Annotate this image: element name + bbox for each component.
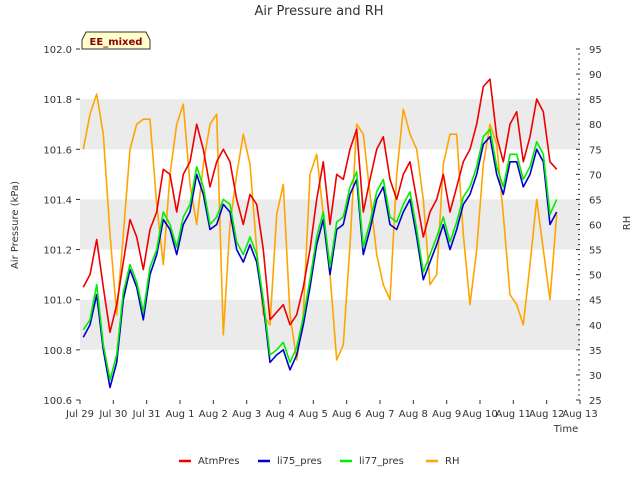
y-right-tick-label: 35 bbox=[589, 346, 602, 357]
y-right-tick-label: 80 bbox=[589, 120, 602, 131]
y-right-tick-label: 40 bbox=[589, 321, 602, 332]
x-tick-label: Aug 1 bbox=[165, 409, 194, 420]
y-right-tick-label: 85 bbox=[589, 95, 602, 106]
x-tick-label: Aug 8 bbox=[399, 409, 428, 420]
y-left-tick-label: 101.0 bbox=[43, 296, 72, 307]
x-tick-label: Jul 29 bbox=[65, 409, 94, 420]
series-line-atmpres bbox=[82, 78, 558, 334]
x-tick-label: Aug 12 bbox=[529, 409, 564, 420]
y-right-tick-label: 60 bbox=[589, 221, 602, 232]
x-tick-label: Jul 31 bbox=[132, 409, 161, 420]
x-tick-label: Aug 7 bbox=[365, 409, 394, 420]
y-axis-right: 25 30 35 40 45 50 55 60 65 70 75 80 85 90 95 bbox=[576, 45, 602, 407]
legend: AtmPres li75_pres li77_pres RH bbox=[179, 456, 459, 467]
y-right-tick-label: 55 bbox=[589, 246, 602, 257]
y-right-tick-label: 30 bbox=[589, 371, 602, 382]
y-left-tick-label: 100.8 bbox=[43, 346, 72, 357]
legend-label-atmpres: AtmPres bbox=[198, 456, 239, 467]
legend-label-li75-pres: li75_pres bbox=[277, 456, 322, 467]
y-right-tick-label: 50 bbox=[589, 271, 602, 282]
y-left-tick-label: 101.6 bbox=[43, 145, 72, 156]
x-tick-label: Aug 11 bbox=[496, 409, 531, 420]
y-left-tick-label: 101.8 bbox=[43, 95, 72, 106]
x-axis: Jul 29 Jul 30 Jul 31 Aug 1 Aug 2 Aug 3 Aug 4 Au… bbox=[65, 400, 598, 420]
y-right-tick-label: 25 bbox=[589, 396, 602, 407]
y-axis-right-label: RH bbox=[622, 216, 633, 230]
x-tick-label: Aug 9 bbox=[432, 409, 461, 420]
y-axis-left-label: Air Pressure (kPa) bbox=[10, 181, 21, 269]
x-tick-label: Aug 6 bbox=[332, 409, 361, 420]
y-left-tick-label: 102.0 bbox=[43, 45, 72, 56]
grid-band bbox=[80, 299, 580, 350]
ee-mixed-badge: EE_mixed bbox=[81, 31, 151, 50]
y-right-tick-label: 90 bbox=[589, 70, 602, 81]
y-left-tick-label: 101.2 bbox=[43, 246, 72, 257]
badge-label: EE_mixed bbox=[90, 37, 143, 48]
y-right-tick-label: 45 bbox=[589, 296, 602, 307]
grid-band bbox=[80, 99, 580, 150]
x-tick-label: Aug 5 bbox=[299, 409, 328, 420]
x-tick-label: Aug 2 bbox=[199, 409, 228, 420]
y-right-tick-label: 70 bbox=[589, 170, 602, 181]
y-right-tick-label: 65 bbox=[589, 195, 602, 206]
x-tick-label: Aug 13 bbox=[562, 409, 597, 420]
x-tick-label: Aug 3 bbox=[232, 409, 261, 420]
x-tick-label: Jul 30 bbox=[98, 409, 127, 420]
series-layer bbox=[82, 78, 558, 389]
series-line-li75-pres bbox=[82, 135, 558, 389]
series-line-li77-pres bbox=[82, 128, 558, 381]
x-tick-label: Aug 4 bbox=[265, 409, 294, 420]
x-tick-label: Aug 10 bbox=[462, 409, 497, 420]
legend-label-li77-pres: li77_pres bbox=[359, 456, 404, 467]
y-left-tick-label: 100.6 bbox=[43, 396, 72, 407]
legend-label-rh: RH bbox=[445, 456, 459, 467]
x-axis-label: Time bbox=[553, 424, 578, 435]
y-left-tick-label: 101.4 bbox=[43, 195, 72, 206]
y-right-tick-label: 95 bbox=[589, 45, 602, 56]
y-axis-left: 100.6 100.8 101.0 101.2 101.4 101.6 101.8 102.0 bbox=[43, 45, 80, 407]
chart-title: Air Pressure and RH bbox=[254, 4, 383, 19]
y-right-tick-label: 75 bbox=[589, 145, 602, 156]
